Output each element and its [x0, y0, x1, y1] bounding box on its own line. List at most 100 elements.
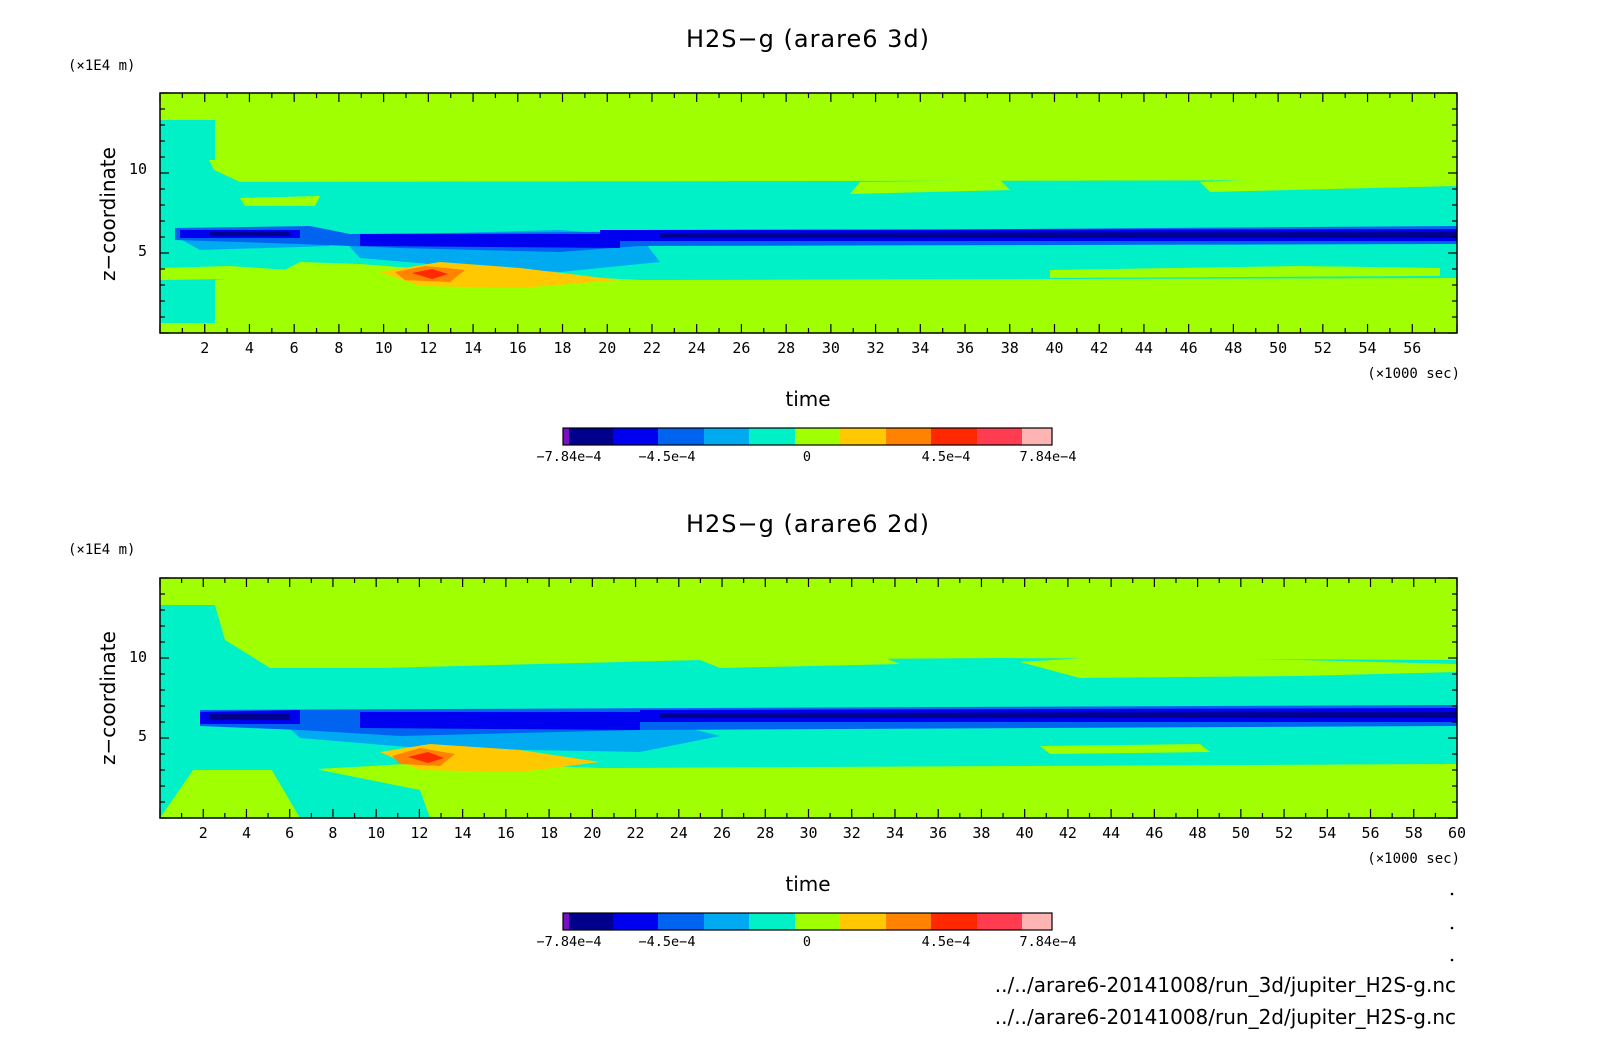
x-tick-label: 52	[1314, 339, 1332, 357]
marker-dot	[1450, 892, 1454, 896]
x-tick-label: 56	[1403, 339, 1421, 357]
x-tick-label: 38	[1001, 339, 1019, 357]
colorbar-swatch	[704, 428, 749, 445]
colorbar-label: −7.84e−4	[536, 934, 601, 950]
colorbar-swatch	[886, 913, 931, 930]
colorbar-swatch	[569, 913, 613, 930]
colorbar-frame	[562, 427, 1053, 446]
colorbar-swatch	[931, 913, 977, 930]
colorbar-swatch	[795, 428, 840, 445]
file-path-3d: ../../arare6-20141008/run_3d/jupiter_H2S…	[995, 973, 1456, 997]
field-green-patch	[215, 292, 270, 323]
x-tick-label: 6	[285, 824, 294, 842]
x-tick-label: 40	[1016, 824, 1034, 842]
x-tick-label: 44	[1102, 824, 1120, 842]
axis-ticks	[159, 92, 1458, 334]
colorbar-label: 0	[803, 449, 811, 465]
colorbar-swatch	[795, 913, 840, 930]
x-tick-label: 30	[799, 824, 817, 842]
colorbar	[562, 427, 1053, 446]
x-tick-label: 42	[1090, 339, 1108, 357]
colorbar-label: 7.84e−4	[1020, 449, 1077, 465]
x-tick-label: 50	[1269, 339, 1287, 357]
x-axis-label: time	[785, 872, 830, 896]
x-tick-label: 18	[540, 824, 558, 842]
y-tick-label: 5	[138, 727, 147, 745]
x-tick-label: 24	[688, 339, 706, 357]
x-tick-labels: 2 4 6 8 10 12 14 16 18 20 22 24 26 28 30 32 34 36 38 40 42 44…	[199, 824, 1466, 842]
field-green-patch	[1050, 266, 1440, 278]
x-tick-label: 10	[375, 339, 393, 357]
x-tick-label: 56	[1362, 824, 1380, 842]
x-tick-label: 18	[553, 339, 571, 357]
x-axis-label: time	[785, 387, 830, 411]
marker-dot	[1450, 926, 1454, 930]
colorbar-swatch	[613, 428, 658, 445]
x-tick-label: 34	[886, 824, 904, 842]
x-tick-label: 22	[627, 824, 645, 842]
x-tick-label: 26	[713, 824, 731, 842]
x-tick-label: 30	[822, 339, 840, 357]
x-tick-label: 38	[972, 824, 990, 842]
y-axis-label: z−coordinate	[96, 147, 120, 281]
y-tick-label: 5	[138, 242, 147, 260]
y-tick-label: 10	[129, 160, 147, 178]
field-green-patch	[1040, 744, 1210, 754]
x-tick-label: 46	[1145, 824, 1163, 842]
colorbar-label: −4.5e−4	[639, 449, 696, 465]
x-tick-label: 12	[410, 824, 428, 842]
colorbar	[562, 912, 1053, 931]
x-unit-label: (×1000 sec)	[1367, 851, 1460, 867]
x-tick-label: 4	[242, 824, 251, 842]
colorbar-swatch	[749, 428, 795, 445]
y-unit-label: (×1E4 m)	[68, 58, 135, 74]
x-tick-label: 28	[777, 339, 795, 357]
colorbar-swatch	[563, 913, 569, 930]
colorbar-swatch	[658, 428, 704, 445]
x-tick-label: 28	[756, 824, 774, 842]
x-tick-label: 20	[598, 339, 616, 357]
colorbar-swatch	[1022, 428, 1052, 445]
x-tick-label: 8	[328, 824, 337, 842]
x-tick-label: 14	[464, 339, 482, 357]
colorbar-swatch	[704, 913, 749, 930]
colorbar-swatch	[977, 428, 1022, 445]
y-tick-label: 10	[129, 648, 147, 666]
field-green-patch	[160, 266, 300, 280]
field-cyan-patch	[160, 720, 200, 818]
x-tick-label: 26	[732, 339, 750, 357]
x-tick-label: 12	[419, 339, 437, 357]
colorbar-swatch	[613, 913, 658, 930]
x-tick-label: 48	[1189, 824, 1207, 842]
colorbar-swatch	[569, 428, 613, 445]
x-tick-label: 36	[929, 824, 947, 842]
x-tick-label: 40	[1045, 339, 1063, 357]
field-positive-red	[412, 269, 448, 279]
colorbar-swatch	[886, 428, 931, 445]
colorbar-label: −4.5e−4	[639, 934, 696, 950]
x-tick-label: 32	[843, 824, 861, 842]
x-tick-labels: 2 4 6 8 10 12 14 16 18 20 22 24 26 28 30 32 34 36 38 40 42 44…	[200, 339, 1421, 357]
x-tick-label: 42	[1059, 824, 1077, 842]
field-green-patch	[850, 180, 1010, 194]
colorbar-swatch	[749, 913, 795, 930]
colorbar-swatch	[658, 913, 704, 930]
colorbar-swatch	[977, 913, 1022, 930]
colorbar-swatch	[840, 913, 886, 930]
x-tick-label: 2	[200, 339, 209, 357]
heatmap-field	[160, 93, 1457, 333]
axis-ticks	[159, 577, 1458, 819]
x-tick-label: 4	[245, 339, 254, 357]
field-navy-core	[210, 712, 1457, 720]
x-unit-label: (×1000 sec)	[1367, 366, 1460, 382]
colorbar-swatch	[840, 428, 886, 445]
x-tick-label: 60	[1448, 824, 1466, 842]
panel-2d: H2S−g (arare6 2d) (×1E4 m) 2 4 6 8 10 12 14 16 1…	[68, 510, 1466, 950]
x-tick-label: 50	[1232, 824, 1250, 842]
x-tick-label: 52	[1275, 824, 1293, 842]
field-positive-red	[408, 752, 444, 763]
x-tick-label: 14	[454, 824, 472, 842]
x-tick-label: 46	[1180, 339, 1198, 357]
marker-dot	[1450, 958, 1454, 962]
